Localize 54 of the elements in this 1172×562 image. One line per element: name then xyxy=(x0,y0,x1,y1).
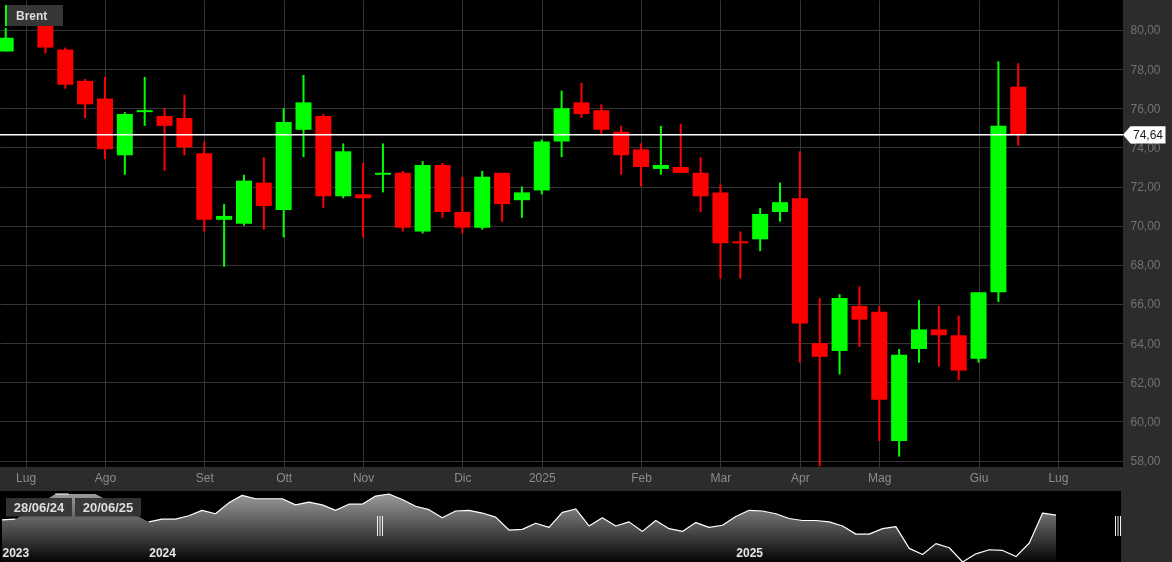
x-tick-label: Lug xyxy=(1048,470,1069,485)
x-tick-label: Mar xyxy=(710,470,732,485)
candlestick xyxy=(156,107,173,172)
candlestick xyxy=(910,299,927,364)
x-tick-label: 2024 xyxy=(149,545,177,560)
x-tick-label: Mag xyxy=(868,470,892,485)
candlestick xyxy=(37,23,54,55)
candlestick xyxy=(930,304,947,368)
candlestick xyxy=(255,156,272,231)
x-tick-label: 2023 xyxy=(2,545,30,560)
y-tick-label: 68,00 xyxy=(1130,258,1161,273)
y-tick-label: 74,00 xyxy=(1130,140,1161,155)
annotation: 28/06/24 xyxy=(13,499,66,515)
x-tick-label: Dic xyxy=(454,470,472,485)
candlestick xyxy=(513,185,530,219)
y-tick-label: 66,00 xyxy=(1130,297,1161,312)
y-tick-label: 72,00 xyxy=(1130,180,1161,195)
y-tick-label: 70,00 xyxy=(1130,219,1161,234)
candlestick xyxy=(652,124,669,176)
legend-label: Brent xyxy=(16,9,48,23)
candlestick xyxy=(355,162,372,239)
x-tick-label: Nov xyxy=(352,470,375,485)
y-tick-label: 60,00 xyxy=(1130,414,1161,429)
ref-line-label: 74,64 xyxy=(1132,127,1164,142)
y-tick-label: 64,00 xyxy=(1130,336,1161,351)
candlestick xyxy=(454,175,471,235)
x-tick-label: Feb xyxy=(631,470,653,485)
candlestick xyxy=(136,75,153,127)
x-tick-label: Ago xyxy=(94,470,117,485)
x-tick-label: Ott xyxy=(276,470,293,485)
candlestick xyxy=(811,297,828,467)
x-tick-label: Giu xyxy=(969,470,989,485)
candlestick xyxy=(772,181,789,223)
x-tick-label: 2025 xyxy=(528,470,556,485)
y-tick-label: 78,00 xyxy=(1130,62,1161,77)
y-tick-label: 76,00 xyxy=(1130,101,1161,116)
y-tick-label: 62,00 xyxy=(1130,375,1161,390)
candlestick xyxy=(633,142,650,188)
x-tick-label: Set xyxy=(195,470,215,485)
candlestick xyxy=(573,81,590,120)
candlestick xyxy=(216,203,233,268)
x-tick-label: Lug xyxy=(16,470,37,485)
y-tick-label: 80,00 xyxy=(1130,23,1161,38)
annotation: 20/06/25 xyxy=(82,499,134,515)
candlestick xyxy=(77,77,94,120)
x-tick-label: 2025 xyxy=(736,545,764,560)
candlestick xyxy=(672,122,689,174)
candlestick xyxy=(593,103,610,137)
x-tick-label: Apr xyxy=(791,470,810,485)
candlestick xyxy=(374,142,391,194)
y-tick-label: 58,00 xyxy=(1130,454,1161,469)
candlestick xyxy=(851,285,868,349)
candlestick xyxy=(732,230,749,280)
candlestick xyxy=(692,156,709,213)
